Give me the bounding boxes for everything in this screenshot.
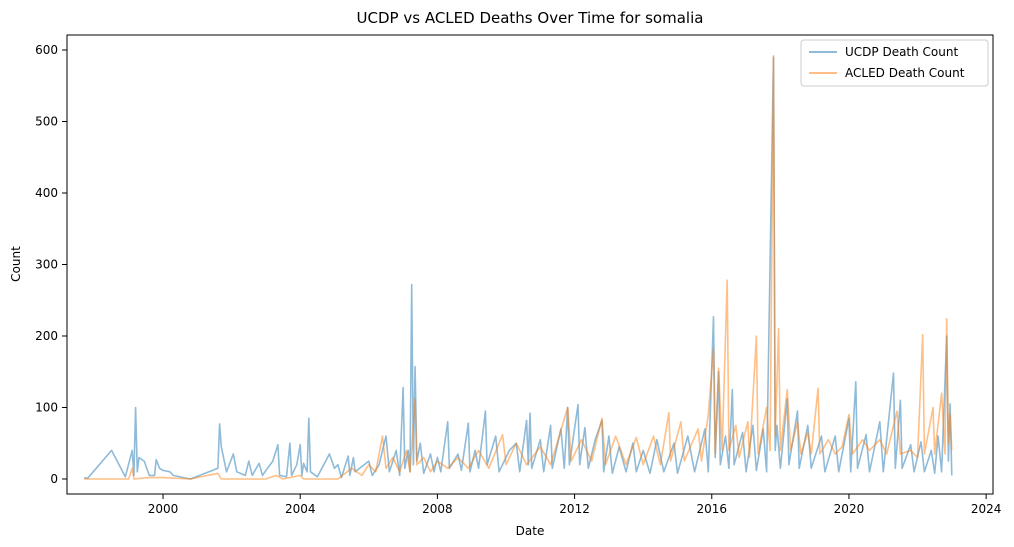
legend-label-acled: ACLED Death Count — [845, 66, 965, 80]
x-tick-label: 2004 — [285, 502, 316, 516]
legend: UCDP Death Count ACLED Death Count — [800, 39, 989, 87]
chart-title: UCDP vs ACLED Deaths Over Time for somal… — [357, 9, 704, 27]
legend-label-ucdp: UCDP Death Count — [845, 45, 958, 59]
y-tick-label: 0 — [50, 472, 58, 486]
x-tick-label: 2024 — [971, 502, 1002, 516]
plot-lines — [83, 54, 953, 480]
series-line-ucdp — [83, 56, 953, 480]
y-tick-label: 500 — [35, 115, 58, 129]
y-tick-label: 400 — [35, 186, 58, 200]
y-tick-label: 600 — [35, 43, 58, 57]
x-axis-title: Date — [516, 524, 545, 538]
y-axis-title: Count — [9, 246, 23, 282]
x-tick-label: 2020 — [834, 502, 865, 516]
x-axis: 2000 2004 2008 2012 2016 2020 2024 — [148, 494, 1002, 516]
y-tick-label: 100 — [35, 400, 58, 414]
y-tick-label: 200 — [35, 329, 58, 343]
legend-frame — [800, 39, 989, 87]
x-tick-label: 2012 — [559, 502, 590, 516]
x-tick-label: 2000 — [148, 502, 179, 516]
y-tick-label: 300 — [35, 258, 58, 272]
series-line-acled — [84, 54, 953, 480]
x-tick-label: 2008 — [422, 502, 453, 516]
y-axis: 0 100 200 300 400 500 600 — [35, 43, 67, 486]
x-tick-label: 2016 — [696, 502, 727, 516]
